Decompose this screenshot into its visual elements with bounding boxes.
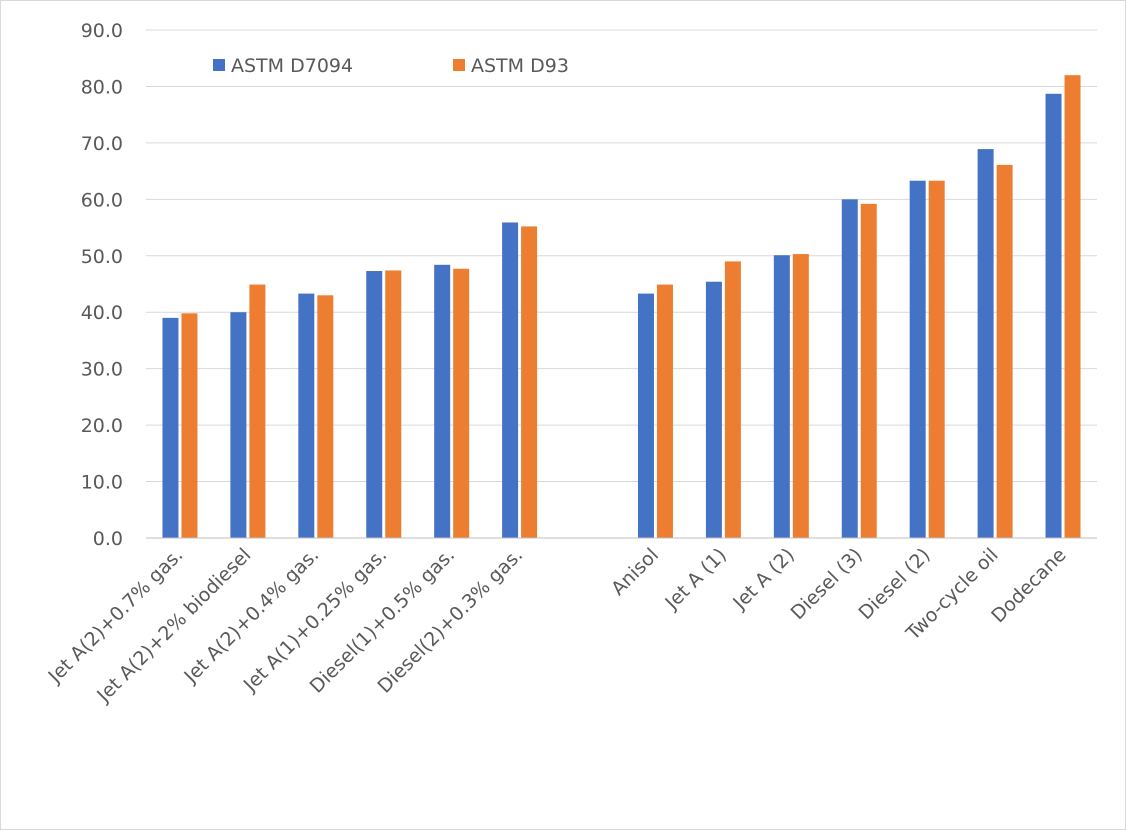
bars — [162, 75, 1081, 539]
bar — [977, 149, 994, 538]
legend-label: ASTM D93 — [471, 55, 569, 77]
bar — [1064, 75, 1081, 539]
y-tick-label: 50.0 — [81, 246, 123, 268]
x-tick-label: Jet A(2)+0.4% gas. — [179, 544, 323, 688]
y-tick-label: 70.0 — [81, 133, 123, 155]
bar — [453, 268, 470, 538]
bar — [385, 270, 402, 538]
bar — [1045, 93, 1062, 538]
bar — [928, 180, 945, 538]
y-tick-label: 90.0 — [81, 20, 123, 42]
legend-swatch — [453, 59, 465, 71]
bar — [860, 203, 877, 539]
x-tick-label: Jet A(2)+0.7% gas. — [44, 544, 188, 688]
legend: ASTM D7094 ASTM D93 — [213, 55, 569, 77]
bar — [909, 180, 926, 538]
y-tick-label: 60.0 — [81, 189, 123, 211]
y-tick-label: 80.0 — [81, 76, 123, 98]
y-tick-label: 30.0 — [81, 359, 123, 381]
x-tick-label: Jet A (2) — [728, 544, 799, 615]
x-tick-label: Diesel (3) — [787, 544, 867, 624]
bar — [637, 293, 654, 538]
bar — [705, 281, 722, 538]
bar — [996, 164, 1013, 538]
bar — [773, 255, 790, 539]
bar — [298, 293, 315, 538]
bar — [656, 284, 673, 538]
x-tick-label: Dodecane — [987, 544, 1070, 627]
bar — [249, 284, 266, 538]
bar — [792, 254, 809, 538]
bar — [366, 271, 383, 538]
legend-swatch — [213, 59, 225, 71]
bar — [502, 222, 519, 538]
bar — [724, 261, 741, 538]
bar — [434, 264, 451, 538]
y-tick-label: 0.0 — [93, 528, 123, 550]
legend-label: ASTM D7094 — [231, 55, 353, 77]
bar — [841, 199, 858, 539]
gridlines — [146, 29, 1097, 483]
y-tick-label: 10.0 — [81, 472, 123, 494]
bar — [521, 226, 538, 538]
y-tick-label: 40.0 — [81, 302, 123, 324]
x-tick-label: Jet A (1) — [660, 544, 731, 615]
y-tick-label: 20.0 — [81, 415, 123, 437]
x-tick-label: Anisol — [607, 544, 663, 600]
bar — [181, 313, 198, 538]
bar — [162, 317, 179, 538]
bar — [317, 295, 334, 538]
bar — [230, 312, 247, 538]
